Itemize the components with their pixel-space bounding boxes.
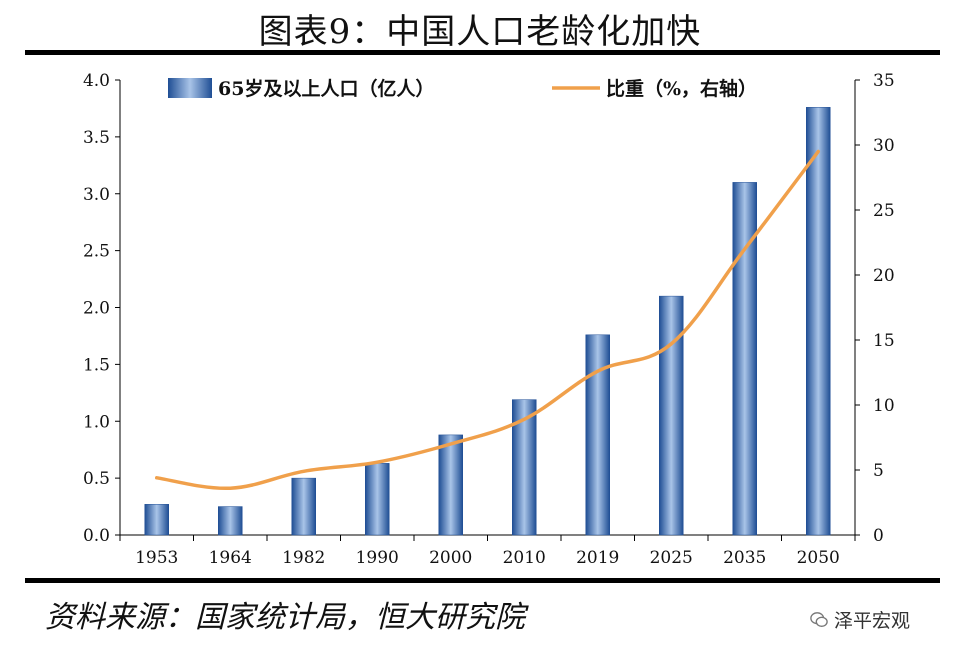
y-left-tick-label: 4.0 xyxy=(83,71,110,91)
y-right-tick-label: 30 xyxy=(873,136,895,156)
y-right-tick-label: 15 xyxy=(873,331,895,351)
bar xyxy=(144,504,169,536)
bar xyxy=(438,434,463,536)
brand: 泽平宏观 xyxy=(810,606,910,633)
bar xyxy=(218,506,243,536)
y-right-tick-label: 35 xyxy=(873,71,895,91)
x-tick-label: 1982 xyxy=(282,548,325,568)
axes: 0.00.51.01.52.02.53.03.54.00510152025303… xyxy=(83,71,895,568)
bottom-rule xyxy=(25,578,940,583)
x-tick-label: 1990 xyxy=(356,548,399,568)
x-tick-label: 2000 xyxy=(429,548,472,568)
bar xyxy=(291,477,316,536)
y-left-tick-label: 0.5 xyxy=(83,469,110,489)
legend: 65岁及以上人口（亿人） 比重（%，右轴） xyxy=(168,77,757,100)
y-right-tick-label: 25 xyxy=(873,201,895,221)
y-left-tick-label: 1.0 xyxy=(83,412,110,432)
source-note: 资料来源：国家统计局，恒大研究院 xyxy=(45,600,525,635)
y-right-tick-label: 0 xyxy=(873,526,884,546)
legend-bar-label: 65岁及以上人口（亿人） xyxy=(218,77,434,100)
wechat-icon xyxy=(810,611,828,627)
bars xyxy=(144,107,831,536)
y-left-tick-label: 1.5 xyxy=(83,355,110,375)
bar xyxy=(365,463,390,536)
x-tick-label: 1953 xyxy=(135,548,178,568)
y-left-tick-label: 3.0 xyxy=(83,185,110,205)
x-tick-label: 2035 xyxy=(723,548,766,568)
brand-name: 泽平宏观 xyxy=(834,610,911,632)
x-tick-label: 1964 xyxy=(209,548,252,568)
bar xyxy=(659,295,684,536)
bar xyxy=(585,334,610,536)
line-series xyxy=(155,149,820,490)
x-tick-label: 2050 xyxy=(797,548,840,568)
x-tick-label: 2010 xyxy=(503,548,546,568)
y-left-tick-label: 2.0 xyxy=(83,299,110,319)
series-line xyxy=(155,149,820,490)
legend-line-label: 比重（%，右轴） xyxy=(606,77,757,100)
top-rule xyxy=(25,50,940,55)
x-tick-label: 2025 xyxy=(650,548,693,568)
y-left-tick-label: 3.5 xyxy=(83,128,110,148)
y-left-tick-label: 2.5 xyxy=(83,242,110,262)
y-right-tick-label: 10 xyxy=(873,396,895,416)
y-left-tick-label: 0.0 xyxy=(83,526,110,546)
bar xyxy=(806,107,831,536)
x-tick-label: 2019 xyxy=(576,548,619,568)
chart-title: 图表9：中国人口老龄化加快 xyxy=(258,12,702,52)
y-right-tick-label: 5 xyxy=(873,461,884,481)
legend-bar-swatch xyxy=(168,78,212,98)
y-right-tick-label: 20 xyxy=(873,266,895,286)
